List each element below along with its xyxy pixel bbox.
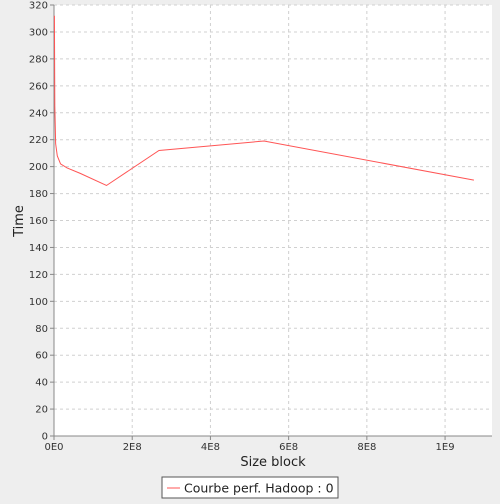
y-tick-label: 260 xyxy=(29,81,48,92)
y-tick-label: 20 xyxy=(35,405,48,416)
y-tick-label: 220 xyxy=(29,135,48,146)
y-tick-label: 240 xyxy=(29,108,48,119)
y-tick-label: 180 xyxy=(29,189,48,200)
y-tick-label: 120 xyxy=(29,270,48,281)
series xyxy=(53,15,475,187)
y-tick-label: 100 xyxy=(29,297,48,308)
legend-label: Courbe perf. Hadoop : 0 xyxy=(184,481,334,496)
y-tick-label: 140 xyxy=(29,243,48,254)
y-tick-label: 80 xyxy=(35,324,48,335)
y-ticks: 0 20 40 60 80 100 120 140 160 180 200 220 240 260 280 3… xyxy=(29,1,54,443)
grid xyxy=(54,4,492,436)
y-tick-label: 200 xyxy=(29,162,48,173)
x-axis-label: Size block xyxy=(240,455,306,470)
x-tick-label: 1E9 xyxy=(436,442,455,453)
x-tick-label: 0E0 xyxy=(44,442,63,453)
x-ticks: 0E0 2E8 4E8 6E8 8E8 1E9 xyxy=(44,436,455,453)
y-tick-label: 320 xyxy=(29,1,48,12)
series-line xyxy=(53,15,475,187)
y-tick-label: 40 xyxy=(35,378,48,389)
y-tick-label: 160 xyxy=(29,216,48,227)
x-tick-label: 2E8 xyxy=(123,442,142,453)
legend: Courbe perf. Hadoop : 0 xyxy=(161,476,339,499)
y-tick-label: 280 xyxy=(29,54,48,65)
legend-box xyxy=(161,476,339,499)
x-tick-label: 6E8 xyxy=(279,442,298,453)
x-tick-label: 8E8 xyxy=(357,442,376,453)
x-tick-label: 4E8 xyxy=(201,442,220,453)
y-tick-label: 300 xyxy=(29,27,48,38)
y-axis-label: Time xyxy=(12,205,27,238)
y-tick-label: 60 xyxy=(35,351,48,362)
y-tick-label: 0 xyxy=(42,432,48,443)
